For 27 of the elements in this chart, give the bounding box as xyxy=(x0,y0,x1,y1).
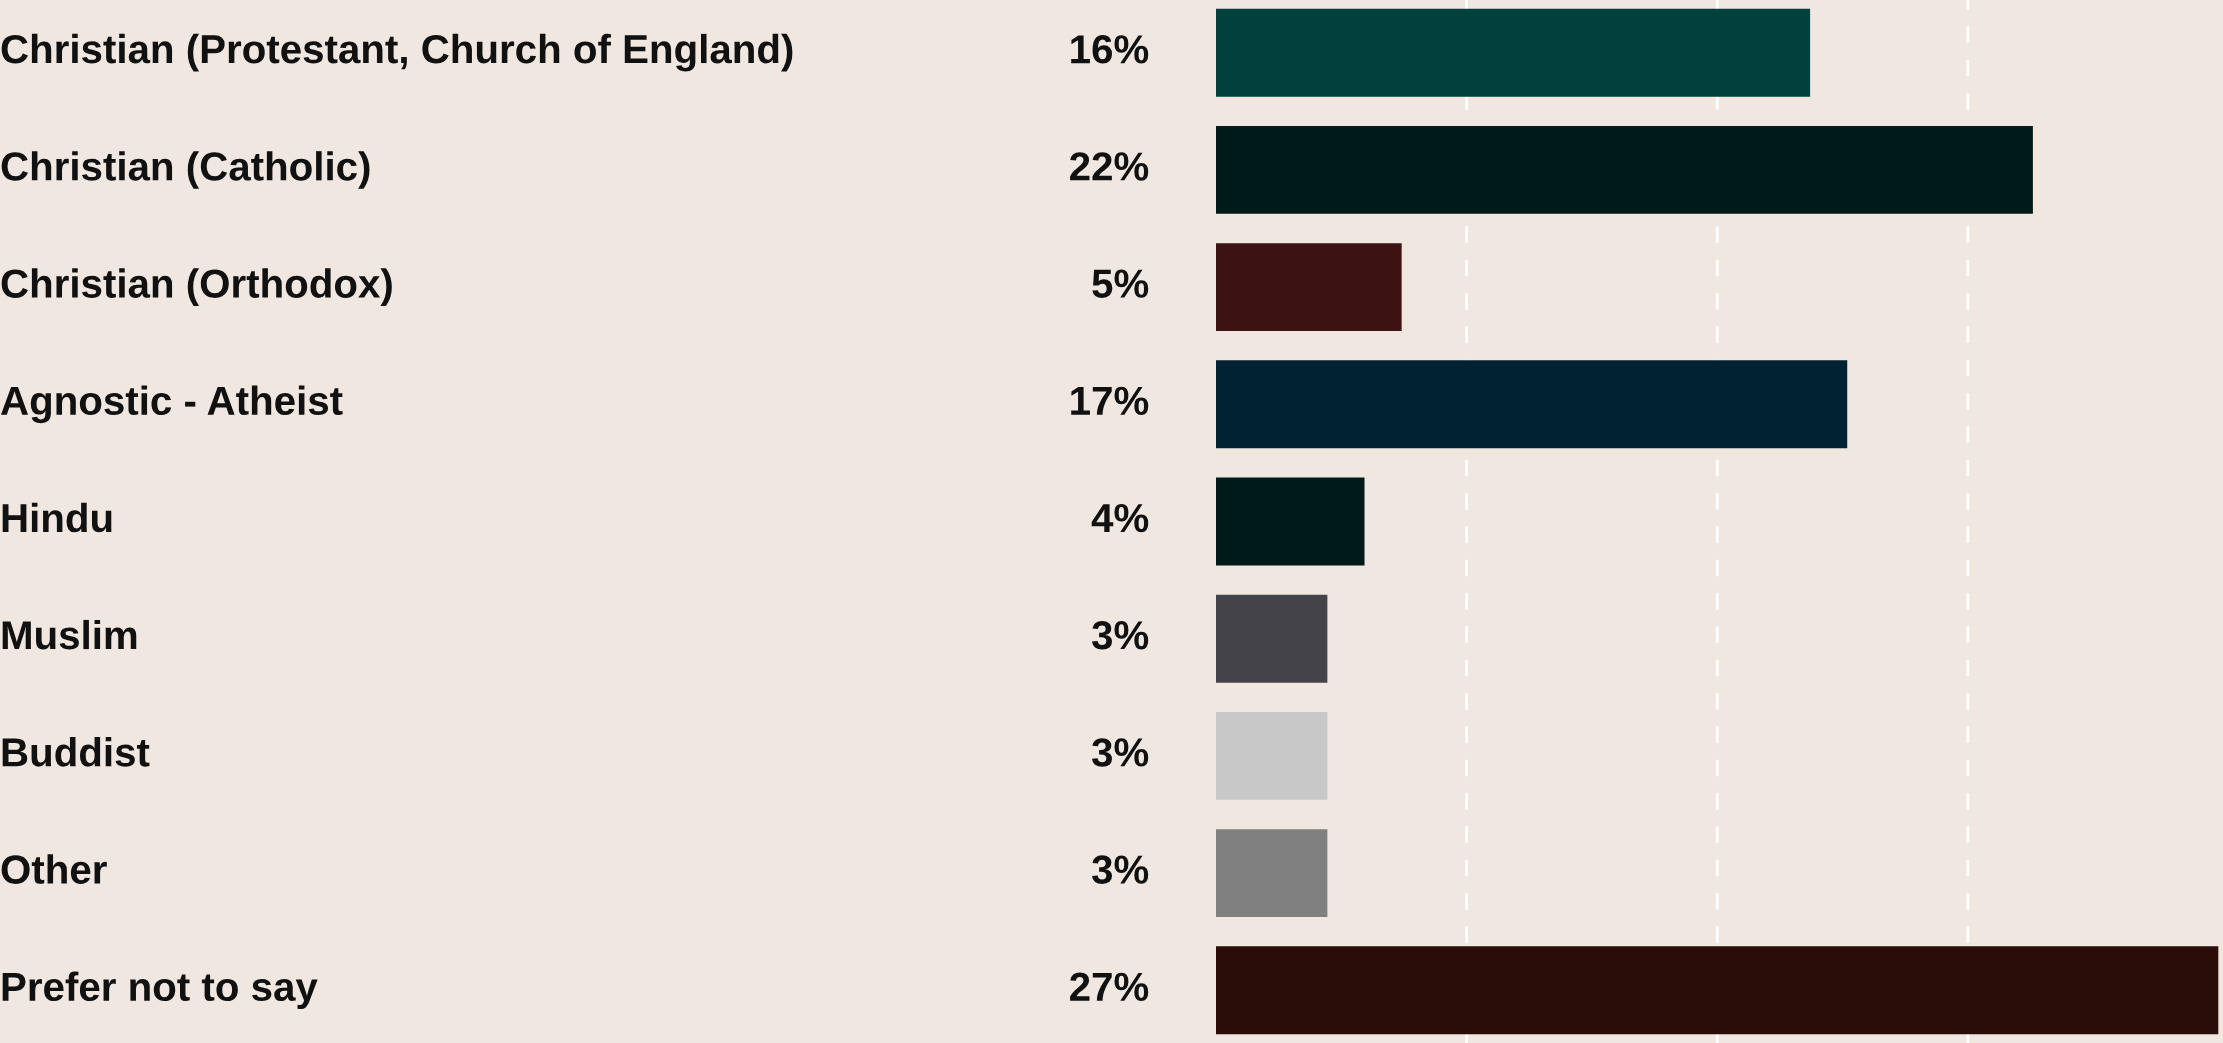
data-label: 3% xyxy=(1092,738,1149,767)
bar xyxy=(1215,711,1328,800)
y-tick-label: Hindu xyxy=(2,502,112,533)
data-label: 27% xyxy=(1070,972,1149,1001)
data-label: 3% xyxy=(1092,620,1149,650)
bar xyxy=(1215,8,1811,97)
data-label: 5% xyxy=(1092,269,1149,298)
data-label: 17% xyxy=(1071,386,1149,416)
y-tick-label: Other xyxy=(1,854,107,884)
data-label: 22% xyxy=(1070,152,1149,181)
y-tick-label: Christian (Orthodox) xyxy=(1,268,392,306)
y-tick-label: Christian (Protestant, Church of England) xyxy=(1,33,793,72)
data-label: 16% xyxy=(1071,35,1149,64)
y-tick-label: Agnostic - Atheist xyxy=(1,385,343,424)
bar xyxy=(1215,125,2033,214)
data-label: 4% xyxy=(1091,503,1149,533)
y-tick-label: Muslim xyxy=(2,619,137,650)
bar xyxy=(1215,594,1328,683)
bar xyxy=(1215,946,2219,1035)
data-label: 3% xyxy=(1092,855,1149,884)
bar xyxy=(1215,477,1365,566)
bar xyxy=(1215,360,1848,449)
bar xyxy=(1215,243,1402,332)
y-tick-label: Prefer not to say xyxy=(2,971,318,1010)
y-tick-label: Christian (Catholic) xyxy=(1,151,370,189)
bar xyxy=(1215,829,1328,918)
y-tick-label: Buddist xyxy=(2,737,150,767)
